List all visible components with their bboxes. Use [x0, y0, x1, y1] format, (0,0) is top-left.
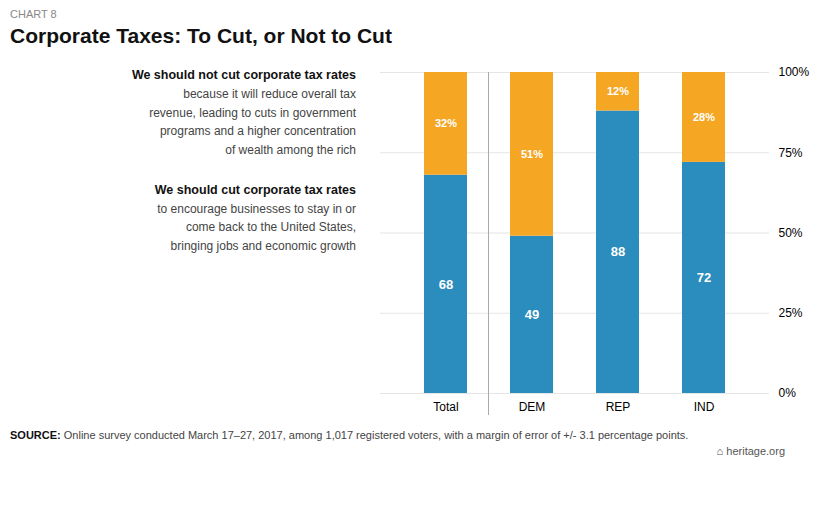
svg-text:75%: 75% [779, 146, 803, 160]
svg-text:25%: 25% [779, 306, 803, 320]
svg-text:DEM: DEM [519, 400, 546, 414]
svg-text:REP: REP [606, 400, 631, 414]
svg-text:50%: 50% [779, 226, 803, 240]
html-text:We should not cut corporate ta: We should not cut corporate tax rates [131, 68, 356, 82]
html-text:Corporate Taxes: To Cut, or No: Corporate Taxes: To Cut, or Not to Cut [10, 24, 392, 47]
html-text:We should cut corporate tax ra: We should cut corporate tax rates [154, 182, 356, 197]
svg-text:0%: 0% [779, 386, 797, 400]
svg-text:28%: 28% [693, 111, 715, 123]
html-text:CHART 8: CHART 8 [10, 8, 57, 20]
svg-text:12%: 12% [607, 85, 629, 97]
svg-text:100%: 100% [779, 65, 810, 79]
svg-text:72: 72 [697, 270, 711, 285]
svg-text:68: 68 [439, 277, 453, 292]
svg-text:32%: 32% [435, 117, 457, 129]
svg-text:51%: 51% [521, 148, 543, 160]
html-text:to encourage businesses to sta: to encourage businesses to stay in or co… [157, 201, 356, 253]
svg-text:Total: Total [433, 400, 458, 414]
html-text:SOURCE: Online survey conducte: SOURCE: Online survey conducted March 17… [10, 429, 689, 441]
html-text:because it will reduce overall: because it will reduce overall tax reven… [149, 87, 356, 157]
svg-text:88: 88 [611, 244, 625, 259]
svg-text:IND: IND [694, 400, 715, 414]
html-text:⌂ heritage.org: ⌂ heritage.org [716, 445, 785, 457]
svg-text:49: 49 [525, 307, 539, 322]
